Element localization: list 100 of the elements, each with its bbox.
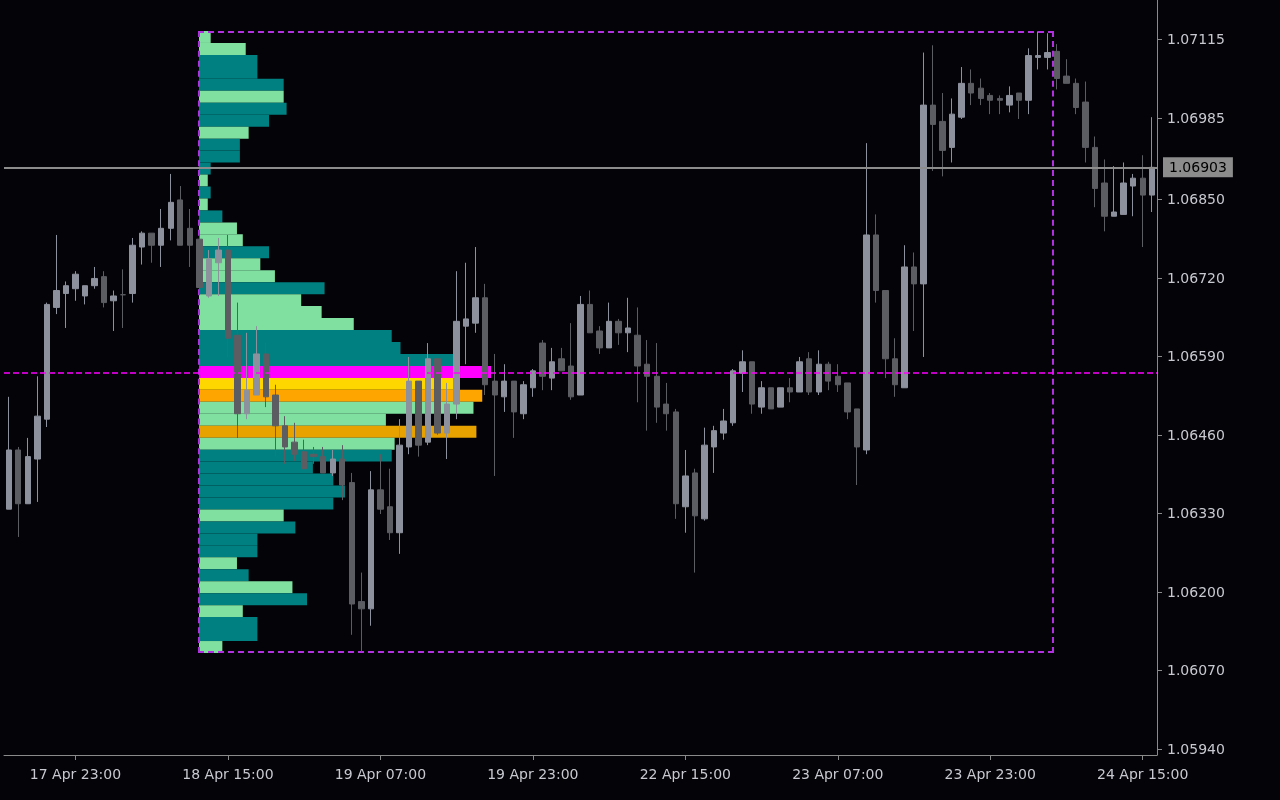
candlestick: [596, 325, 603, 355]
candlestick: [520, 380, 527, 420]
candlestick: [911, 251, 917, 332]
candlestick: [234, 302, 241, 439]
candlestick: [6, 396, 12, 510]
candlestick: [1044, 32, 1051, 70]
candlestick: [587, 290, 593, 334]
candlestick: [110, 290, 117, 332]
y-tick-label: 1.06720: [1167, 269, 1225, 286]
candlestick: [701, 427, 708, 522]
candlestick: [1073, 78, 1079, 115]
bar: [199, 174, 208, 187]
candlestick: [720, 408, 727, 441]
candlestick: [53, 234, 60, 315]
candlestick: [129, 237, 136, 304]
candlestick: [777, 387, 784, 408]
candlestick: [1092, 136, 1098, 208]
candlestick: [1035, 30, 1041, 70]
candlestick: [272, 384, 279, 458]
candlestick: [15, 446, 21, 538]
candlestick: [63, 280, 69, 329]
candlestick: [882, 290, 889, 379]
candlestick: [749, 361, 755, 415]
candlestick: [34, 375, 41, 503]
candlestick: [949, 97, 955, 163]
bar: [199, 581, 293, 594]
bar: [199, 210, 223, 223]
candlestick: [492, 353, 498, 477]
candlestick: [634, 306, 641, 403]
candlestick: [368, 470, 374, 627]
x-tick-label: 24 Apr 15:00: [1097, 766, 1189, 782]
candlestick: [511, 380, 517, 439]
candlestick: [358, 572, 365, 653]
candlestick: [148, 232, 155, 264]
candlestick: [206, 249, 212, 299]
candlestick: [1111, 165, 1117, 217]
candlestick: [158, 208, 164, 268]
candlestick: [168, 173, 174, 241]
candlestick: [1054, 43, 1060, 90]
candlestick: [844, 382, 851, 420]
y-tick-label: 1.05940: [1167, 740, 1225, 757]
candlestick: [997, 94, 1003, 115]
candlestick: [978, 78, 984, 106]
x-tick-label: 23 Apr 07:00: [792, 766, 884, 782]
candlestick: [663, 382, 669, 432]
bar: [199, 557, 237, 570]
candlestick: [253, 325, 260, 396]
candlestick: [101, 270, 107, 308]
candlestick: [139, 230, 145, 266]
candlestick: [177, 185, 183, 246]
x-tick-label: 22 Apr 15:00: [639, 766, 731, 782]
candlestick: [501, 363, 507, 413]
candlestick: [930, 44, 936, 172]
candlestick: [187, 208, 193, 268]
x-tick-label: 19 Apr 07:00: [334, 766, 427, 782]
candlestick: [1006, 85, 1013, 113]
candlestick: [301, 439, 307, 470]
y-tick-label: 1.06070: [1167, 662, 1225, 679]
candlestick: [453, 270, 460, 420]
candlestick: [873, 213, 879, 304]
candlestick: [673, 408, 679, 520]
candlestick: [835, 363, 841, 393]
candlestick: [377, 453, 384, 515]
candlestick: [625, 297, 631, 353]
candlestick: [682, 449, 689, 534]
candlestick: [120, 268, 126, 329]
y-tick-label: 1.07115: [1167, 31, 1225, 48]
candlestick: [615, 318, 622, 346]
candlestick: [1120, 161, 1127, 215]
y-tick-label: 1.06850: [1167, 191, 1225, 208]
x-tick-label: 19 Apr 23:00: [487, 766, 579, 782]
ref-line-label: 1.06903: [1169, 159, 1227, 176]
bar: [199, 437, 395, 450]
candlestick: [825, 361, 831, 391]
candlestick: [558, 347, 565, 372]
bar: [199, 593, 308, 606]
candlestick: [854, 408, 860, 486]
candlestick: [72, 270, 79, 302]
candlestick: [396, 418, 403, 555]
candlestick: [654, 342, 660, 424]
candlestick: [282, 415, 288, 465]
candlestick: [1063, 58, 1070, 84]
candlestick: [310, 446, 317, 465]
candlestick: [387, 468, 393, 541]
candlestick: [549, 347, 555, 391]
candlestick: [1025, 47, 1032, 115]
candlestick: [263, 342, 269, 408]
x-tick-label: 23 Apr 23:00: [944, 766, 1036, 782]
candlestick: [958, 66, 965, 120]
candlestick: [44, 302, 50, 428]
y-tick-label: 1.06330: [1167, 505, 1225, 522]
candlestick: [739, 349, 746, 393]
candlestick: [1149, 116, 1155, 213]
candlestick: [444, 382, 450, 460]
candlestick: [1016, 92, 1022, 120]
candlestick: [91, 266, 98, 290]
bar: [199, 90, 284, 103]
candlestick: [968, 68, 974, 106]
candlestick: [320, 446, 326, 474]
candlestick: [425, 342, 431, 446]
